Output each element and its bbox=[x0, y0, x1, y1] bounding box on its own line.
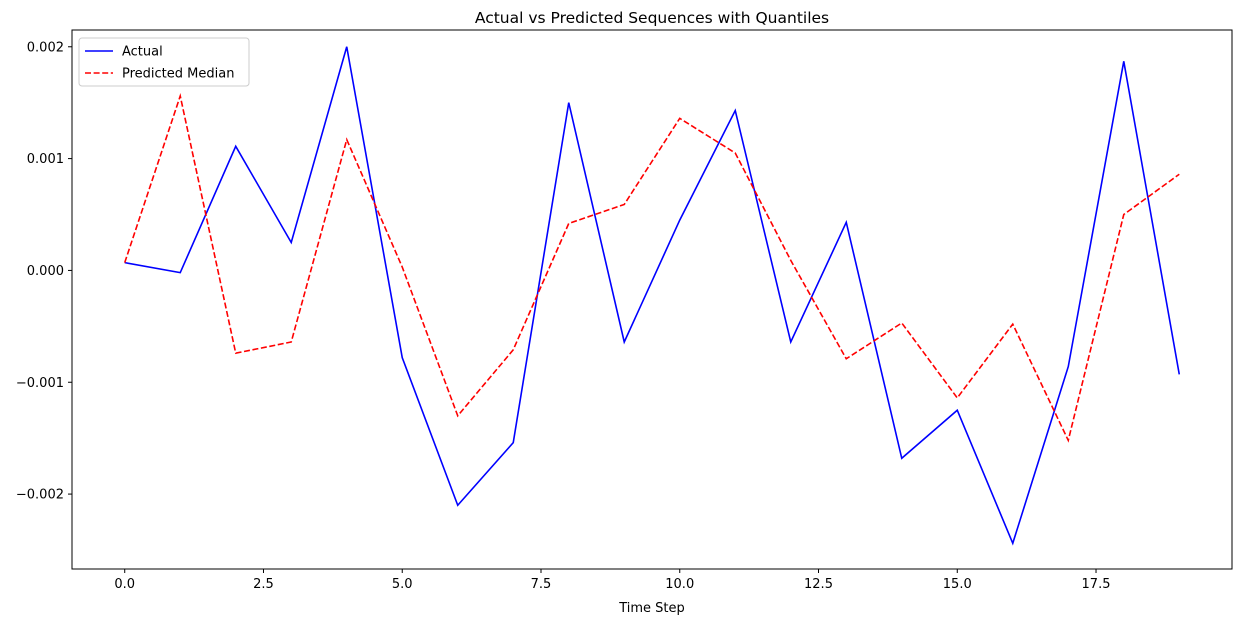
x-tick-label: 7.5 bbox=[531, 577, 552, 592]
x-tick-label: 0.0 bbox=[114, 577, 135, 592]
legend: Actual Predicted Median bbox=[78, 37, 250, 87]
legend-label-actual: Actual bbox=[122, 45, 163, 60]
x-tick-label: 12.5 bbox=[804, 577, 833, 592]
y-tick-label: 0.000 bbox=[27, 264, 64, 279]
plot-area bbox=[123, 46, 1181, 546]
x-axis: 0.0 2.5 5.0 7.5 10.0 12.5 15.0 17.5 bbox=[114, 569, 1110, 592]
x-tick-label: 15.0 bbox=[943, 577, 972, 592]
legend-label-predicted-median: Predicted Median bbox=[122, 67, 234, 82]
y-tick-label: −0.001 bbox=[16, 376, 64, 391]
chart-title: Actual vs Predicted Sequences with Quant… bbox=[475, 9, 829, 27]
y-tick-label: −0.002 bbox=[16, 488, 64, 503]
legend-box bbox=[78, 37, 250, 87]
series-line-predicted-median bbox=[123, 92, 1180, 443]
x-tick-label: 5.0 bbox=[392, 577, 413, 592]
plot-frame bbox=[71, 29, 1233, 570]
y-axis: −0.002 −0.001 0.000 0.001 0.002 bbox=[16, 40, 72, 503]
y-tick-label: 0.002 bbox=[27, 40, 64, 55]
y-tick-label: 0.001 bbox=[27, 152, 64, 167]
x-axis-label: Time Step bbox=[618, 601, 685, 616]
series-line-actual bbox=[124, 46, 1181, 546]
x-tick-label: 2.5 bbox=[253, 577, 274, 592]
x-tick-label: 17.5 bbox=[1082, 577, 1111, 592]
x-tick-label: 10.0 bbox=[665, 577, 694, 592]
